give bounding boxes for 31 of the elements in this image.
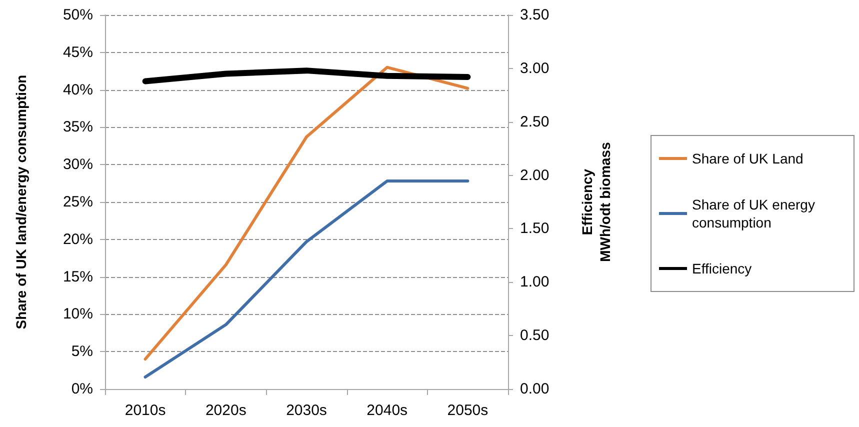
y2-tick-label: 0.50	[520, 327, 550, 344]
y-tick-label: 45%	[62, 44, 93, 61]
line-series	[144, 66, 470, 361]
y2-tick-label: 1.00	[520, 274, 550, 291]
y-axis-title: Share of UK land/energy consumption	[13, 74, 29, 330]
x-tick-label: 2020s	[205, 402, 246, 419]
y2-tick-label: 2.50	[520, 113, 550, 130]
y-tick-label: 5%	[71, 343, 93, 360]
y-tick-label: 30%	[62, 156, 93, 174]
legend-label: Efficiency	[692, 260, 752, 276]
y2-tick-label: 2.00	[520, 166, 550, 184]
y-tick-label: 50%	[62, 6, 93, 24]
x-tick-label: 2010s	[124, 402, 166, 419]
line-series	[144, 180, 470, 379]
y-tick-label: 20%	[62, 230, 93, 248]
y-tick-label: 0%	[71, 380, 93, 398]
y-tick-label: 10%	[62, 306, 93, 323]
y-tick-label: 15%	[62, 268, 93, 286]
y2-tick-label: 3.00	[520, 60, 550, 77]
x-tick-label: 2040s	[366, 402, 408, 419]
x-tick-label: 2030s	[286, 402, 327, 419]
x-tick-label: 2050s	[447, 402, 488, 419]
legend-label: Share of UK energy consumption	[692, 196, 819, 230]
y-tick-label: 25%	[62, 194, 93, 210]
y2-tick-label: 1.50	[520, 220, 550, 238]
y2-axis-title: Efficiency MWh/odt biomass	[579, 142, 613, 262]
y2-tick-label: 3.50	[520, 6, 550, 24]
y-tick-label: 40%	[62, 81, 93, 98]
y2-tick-label: 0.00	[520, 380, 550, 398]
legend-label: Share of UK Land	[692, 150, 804, 166]
y-tick-label: 35%	[62, 118, 93, 136]
